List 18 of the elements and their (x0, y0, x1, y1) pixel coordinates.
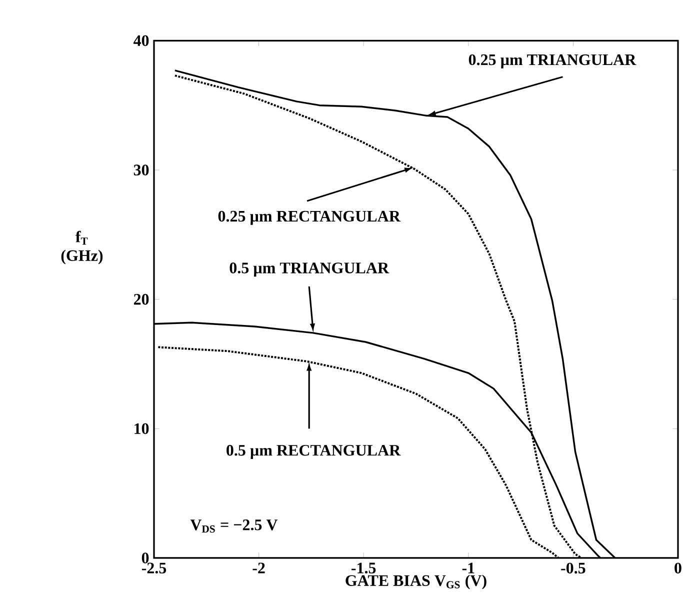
annotation: 0.25 µm RECTANGULAR (218, 210, 401, 225)
y-tick-label: 40 (134, 35, 149, 46)
annotation: 0.5 µm RECTANGULAR (226, 444, 401, 459)
x-tick-label: -2 (252, 562, 265, 574)
x-tick-label: -1 (462, 562, 474, 574)
y-tick-label: 10 (134, 423, 149, 434)
x-tick-label: -1.5 (352, 562, 376, 574)
x-tick-label: 0 (674, 562, 682, 574)
y-tick-label: 20 (134, 294, 149, 305)
annotation: V$_{DS}$ = −2.5 V (190, 519, 278, 533)
x-tick-label: -0.5 (561, 562, 586, 574)
y-tick-label: 30 (134, 164, 149, 176)
x-axis-title: GATE BIAS V$_{GS}$ (V) (346, 574, 486, 590)
annotation: 0.25 µm TRIANGULAR (468, 54, 636, 68)
annotation: 0.5 µm TRIANGULAR (230, 262, 390, 277)
x-tick-label: -2.5 (142, 562, 166, 574)
y-tick-label: 0 (142, 552, 149, 564)
y-axis-title: f$_{T}$ (GHz) (61, 230, 103, 264)
